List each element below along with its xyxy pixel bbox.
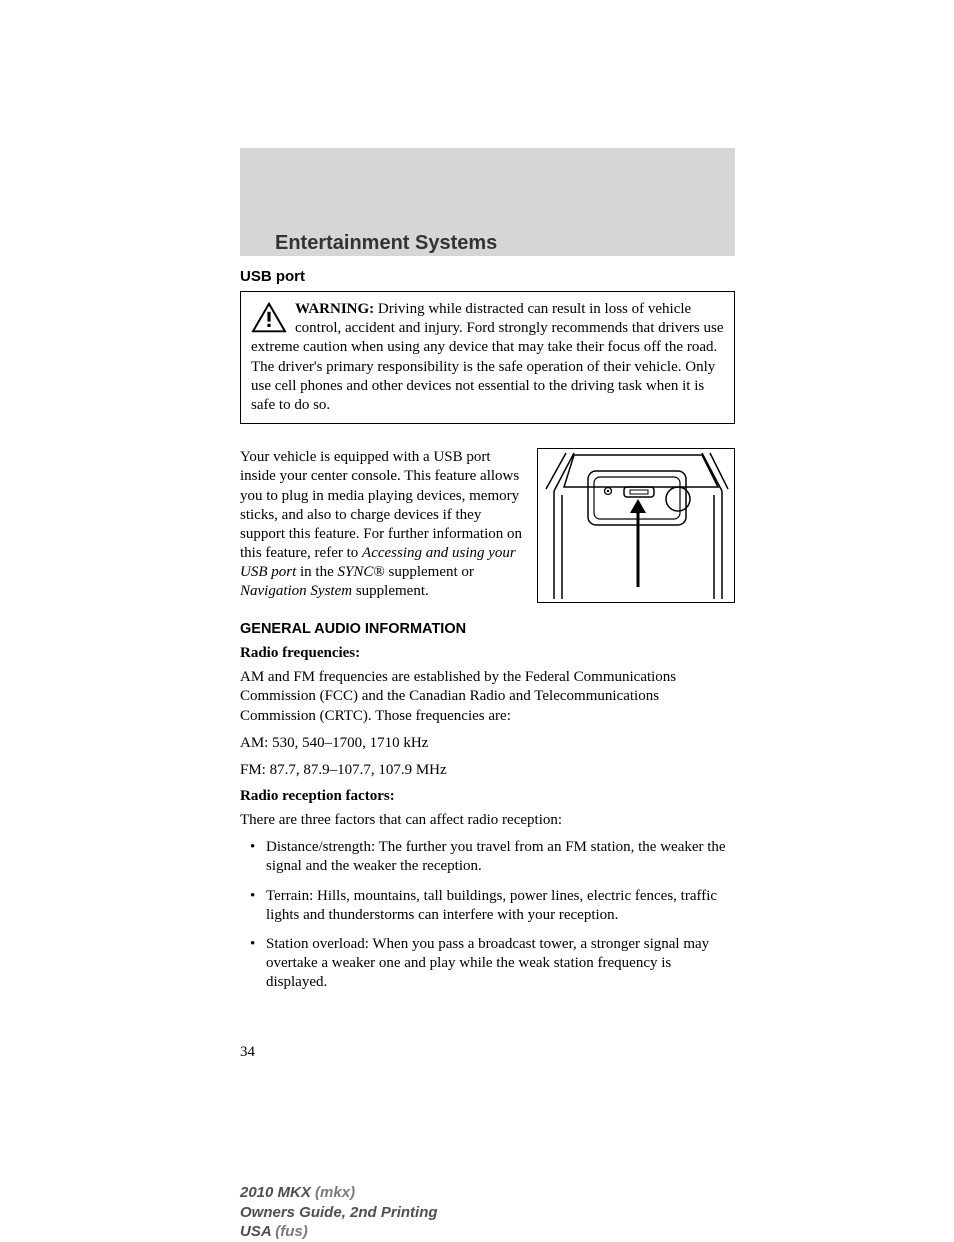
usb-body-text: Your vehicle is equipped with a USB port… <box>240 448 523 603</box>
footer-model: 2010 MKX <box>240 1184 315 1201</box>
usb-body-mid: in the <box>296 564 337 580</box>
footer-line-3: USA (fus) <box>240 1222 438 1242</box>
warning-triangle-icon <box>251 302 287 334</box>
footer-region-code: (fus) <box>275 1223 308 1240</box>
usb-port-illustration <box>537 448 735 603</box>
chapter-title: Entertainment Systems <box>275 232 497 255</box>
warning-text: Driving while distracted can result in l… <box>251 301 724 413</box>
usb-heading: USB port <box>240 268 735 285</box>
radio-freq-heading: Radio frequencies: <box>240 645 735 662</box>
reception-intro: There are three factors that can affect … <box>240 811 735 830</box>
am-line: AM: 530, 540–1700, 1710 kHz <box>240 734 735 753</box>
radio-freq-body: AM and FM frequencies are established by… <box>240 668 735 726</box>
usb-body-tail: supplement. <box>352 583 429 599</box>
footer-model-code: (mkx) <box>315 1184 355 1201</box>
reception-heading: Radio reception factors: <box>240 788 735 805</box>
fm-line: FM: 87.7, 87.9–107.7, 107.9 MHz <box>240 761 735 780</box>
footer-region: USA <box>240 1223 275 1240</box>
warning-box: WARNING: Driving while distracted can re… <box>240 291 735 424</box>
usb-body-italic3: Navigation System <box>240 583 352 599</box>
usb-body-reg-sync: ® supplement or <box>373 564 474 580</box>
page-number: 34 <box>240 1044 255 1061</box>
bullet-item: Terrain: Hills, mountains, tall building… <box>254 887 735 925</box>
content-area: USB port WARNING: Driving while distract… <box>240 268 735 1003</box>
footer-line-2: Owners Guide, 2nd Printing <box>240 1203 438 1223</box>
manual-page: Entertainment Systems USB port WARNING: … <box>0 0 954 1235</box>
audio-section-heading: GENERAL AUDIO INFORMATION <box>240 621 735 637</box>
warning-label: WARNING: <box>295 301 374 317</box>
reception-bullets: Distance/strength: The further you trave… <box>240 838 735 992</box>
bullet-item: Station overload: When you pass a broadc… <box>254 935 735 993</box>
footer-line-1: 2010 MKX (mkx) <box>240 1183 438 1203</box>
footer-block: 2010 MKX (mkx) Owners Guide, 2nd Printin… <box>240 1183 438 1242</box>
usb-console-icon <box>538 449 736 604</box>
bullet-item: Distance/strength: The further you trave… <box>254 838 735 876</box>
usb-description-row: Your vehicle is equipped with a USB port… <box>240 448 735 603</box>
usb-body-italic2: SYNC <box>338 564 374 580</box>
